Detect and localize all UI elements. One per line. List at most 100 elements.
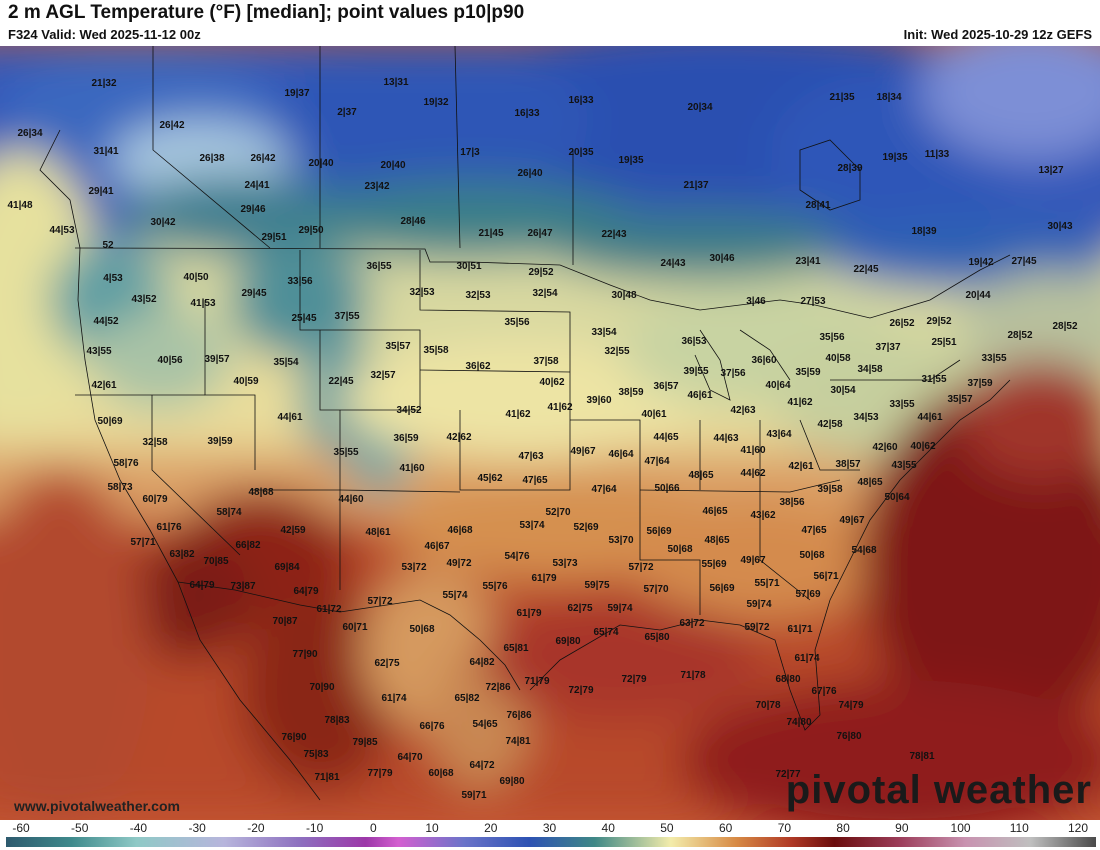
point-value: 79|85 <box>352 737 377 748</box>
point-value: 35|54 <box>273 357 298 368</box>
temperature-map: 21|32 19|37 13|31 19|32 16|33 16|33 20|34 21|35… <box>0 46 1100 820</box>
point-value: 33|55 <box>981 353 1006 364</box>
point-value: 41|48 <box>7 200 32 211</box>
colorbar-tick-label: 50 <box>660 821 674 835</box>
colorbar-tick-label: -20 <box>247 821 265 835</box>
colorbar-ticks: -60 -50 -40 -30 -20 -10 0 10 20 30 40 50 60 70 80 90 100… <box>0 820 1100 836</box>
point-value: 20|35 <box>568 147 593 158</box>
colorbar-tick-label: 20 <box>484 821 498 835</box>
point-value: 72|79 <box>568 685 593 696</box>
point-value: 40|50 <box>183 272 208 283</box>
point-value: 57|72 <box>628 562 653 573</box>
point-value: 40|59 <box>233 376 258 387</box>
map-header: 2 m AGL Temperature (°F) [median]; point… <box>0 0 1100 46</box>
point-value: 75|83 <box>303 749 328 760</box>
point-value: 35|58 <box>423 345 448 356</box>
point-value: 76|80 <box>836 731 861 742</box>
point-value: 30|46 <box>709 253 734 264</box>
point-value: 61|72 <box>316 604 341 615</box>
point-value: 32|54 <box>532 288 557 299</box>
point-value: 69|84 <box>274 562 299 573</box>
point-value: 61|79 <box>516 608 541 619</box>
point-value: 50|64 <box>884 492 909 503</box>
point-value: 34|53 <box>853 412 878 423</box>
point-value: 39|60 <box>586 395 611 406</box>
point-value: 63|82 <box>169 549 194 560</box>
point-value: 38|59 <box>618 387 643 398</box>
colorbar-tick-label: 60 <box>718 821 733 835</box>
point-value: 52|70 <box>545 507 570 518</box>
point-value: 21|35 <box>829 92 854 103</box>
point-value: 32|53 <box>409 287 434 298</box>
point-value: 64|79 <box>189 580 214 591</box>
point-value: 53|73 <box>552 558 577 569</box>
point-value: 66|76 <box>419 721 444 732</box>
point-value: 54|68 <box>851 545 876 556</box>
point-value: 59|72 <box>744 622 769 633</box>
point-value: 36|53 <box>681 336 706 347</box>
point-value: 22|43 <box>601 229 626 240</box>
point-value: 26|42 <box>159 120 184 131</box>
point-value: 77|79 <box>367 768 392 779</box>
point-value: 38|57 <box>835 459 860 470</box>
point-value: 60|71 <box>342 622 367 633</box>
point-value: 28|52 <box>1052 321 1077 332</box>
point-value: 34|52 <box>396 405 421 416</box>
site-url[interactable]: www.pivotalweather.com <box>14 798 180 814</box>
point-value: 55|74 <box>442 590 467 601</box>
point-value: 36|59 <box>393 433 418 444</box>
point-value: 72|86 <box>485 682 510 693</box>
init-time: Init: Wed 2025-10-29 12z GEFS <box>903 27 1092 42</box>
point-value: 57|71 <box>130 537 155 548</box>
point-value: 36|55 <box>366 261 391 272</box>
point-value: 24|41 <box>244 180 269 191</box>
pivotal-weather-logo: pivotal weather <box>785 768 1092 812</box>
point-value: 25|51 <box>931 337 956 348</box>
point-value: 64|70 <box>397 752 422 763</box>
point-value: 49|67 <box>740 555 765 566</box>
colorbar-tick-label: -50 <box>71 821 89 835</box>
point-value: 20|34 <box>687 102 712 113</box>
point-value: 19|32 <box>423 97 448 108</box>
point-value: 26|40 <box>517 168 542 179</box>
point-value: 76|86 <box>506 710 531 721</box>
point-value: 33|54 <box>591 327 616 338</box>
point-value: 37|56 <box>720 368 745 379</box>
point-value: 65|74 <box>593 627 618 638</box>
point-value: 53|72 <box>401 562 426 573</box>
point-value: 52 <box>102 240 114 251</box>
point-value: 20|40 <box>308 158 333 169</box>
point-value: 74|80 <box>786 717 811 728</box>
point-value: 70|87 <box>272 616 297 627</box>
point-value: 44|65 <box>653 432 678 443</box>
point-value: 37|55 <box>334 311 359 322</box>
point-value: 58|76 <box>113 458 138 469</box>
point-value: 61|71 <box>787 624 812 635</box>
point-value: 47|65 <box>522 475 547 486</box>
point-value: 61|79 <box>531 573 556 584</box>
point-value: 58|73 <box>107 482 132 493</box>
point-value: 22|45 <box>853 264 878 275</box>
point-value: 28|46 <box>400 216 425 227</box>
point-value: 67|76 <box>811 686 836 697</box>
point-value: 33|56 <box>287 276 312 287</box>
point-value: 35|55 <box>333 447 358 458</box>
point-value: 76|90 <box>281 732 306 743</box>
point-value: 60|79 <box>142 494 167 505</box>
point-value: 42|58 <box>817 419 842 430</box>
point-value: 19|35 <box>882 152 907 163</box>
point-value: 38|56 <box>779 497 804 508</box>
point-value: 62|75 <box>567 603 592 614</box>
point-value: 42|61 <box>788 461 813 472</box>
point-value: 50|68 <box>799 550 824 561</box>
point-value: 13|27 <box>1038 165 1063 176</box>
colorbar-tick-label: 10 <box>425 821 439 835</box>
point-value: 26|38 <box>199 153 224 164</box>
point-value: 25|45 <box>291 313 316 324</box>
point-value: 42|59 <box>280 525 305 536</box>
point-value: 42|60 <box>872 442 897 453</box>
point-value: 20|44 <box>965 290 990 301</box>
point-value: 49|72 <box>446 558 471 569</box>
point-value: 40|62 <box>910 441 935 452</box>
point-value: 71|81 <box>314 772 339 783</box>
